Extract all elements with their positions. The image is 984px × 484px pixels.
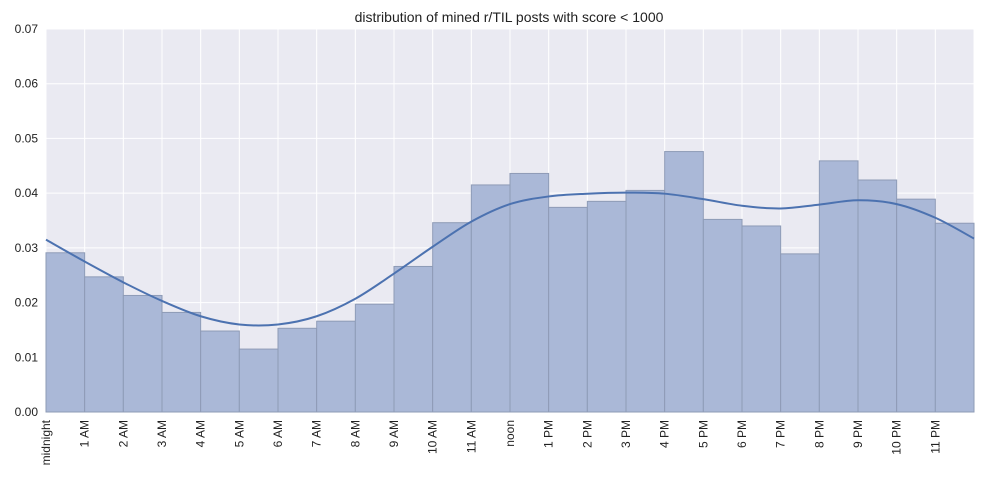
x-tick-label: midnight — [39, 419, 53, 465]
bar — [122, 294, 163, 413]
bar — [548, 206, 588, 413]
y-tick-label: 0.01 — [15, 350, 39, 364]
y-tick-label: 0.04 — [15, 186, 39, 200]
bar — [432, 222, 472, 413]
x-tick-label: 1 PM — [542, 420, 556, 448]
bar — [277, 327, 318, 413]
bar — [818, 160, 859, 413]
y-axis: 0.00 0.01 0.02 0.03 0.04 0.05 0.06 0.07 — [15, 22, 39, 419]
x-tick-label: 7 PM — [774, 420, 788, 448]
x-tick-label: 3 AM — [155, 420, 169, 447]
bar — [45, 252, 86, 413]
x-tick-label: 11 PM — [928, 420, 942, 454]
chart-title: distribution of mined r/TIL posts with s… — [355, 9, 664, 25]
bar — [354, 303, 395, 413]
x-tick-label: 9 PM — [851, 420, 865, 448]
bar — [702, 218, 743, 413]
bar — [316, 320, 356, 413]
x-tick-label: 8 AM — [348, 420, 362, 447]
x-tick-label: noon — [503, 420, 517, 447]
bar — [509, 172, 550, 413]
x-tick-label: 9 AM — [387, 420, 401, 447]
y-tick-label: 0.02 — [15, 296, 39, 310]
x-tick-label: 8 PM — [812, 420, 826, 448]
y-tick-label: 0.00 — [15, 405, 39, 419]
x-tick-label: 6 AM — [271, 420, 285, 447]
x-tick-label: 6 PM — [735, 420, 749, 448]
bar — [161, 311, 202, 413]
x-tick-label: 11 AM — [464, 420, 478, 453]
x-axis: midnight 1 AM 2 AM 3 AM 4 AM 5 AM 6 AM 7 AM 8 AM… — [39, 419, 942, 465]
x-tick-label: 4 PM — [658, 420, 672, 448]
bar — [934, 222, 975, 413]
bar — [393, 265, 434, 413]
x-tick-label: 2 PM — [580, 420, 594, 448]
bar — [586, 200, 627, 413]
y-tick-label: 0.05 — [15, 131, 39, 145]
x-tick-label: 7 AM — [310, 420, 324, 447]
x-tick-label: 4 AM — [194, 420, 208, 447]
kde-line — [45, 191, 975, 327]
bar — [664, 151, 704, 413]
x-tick-label: 1 AM — [78, 420, 92, 447]
bar — [200, 330, 240, 413]
bars-layer — [45, 151, 975, 413]
y-tick-label: 0.06 — [15, 77, 39, 91]
bar — [625, 189, 666, 413]
bar — [470, 184, 511, 413]
x-tick-label: 10 AM — [426, 420, 440, 454]
bar — [857, 179, 898, 413]
bar — [896, 198, 936, 413]
x-tick-label: 10 PM — [890, 420, 904, 455]
x-tick-label: 5 AM — [232, 420, 246, 447]
bar — [238, 348, 279, 413]
bar — [780, 253, 820, 413]
bar — [84, 276, 124, 413]
x-tick-label: 5 PM — [696, 420, 710, 448]
y-tick-label: 0.03 — [15, 241, 39, 255]
x-tick-label: 2 AM — [116, 420, 130, 447]
x-tick-label: 3 PM — [619, 420, 633, 448]
y-tick-label: 0.07 — [15, 22, 39, 36]
bar — [741, 225, 782, 413]
